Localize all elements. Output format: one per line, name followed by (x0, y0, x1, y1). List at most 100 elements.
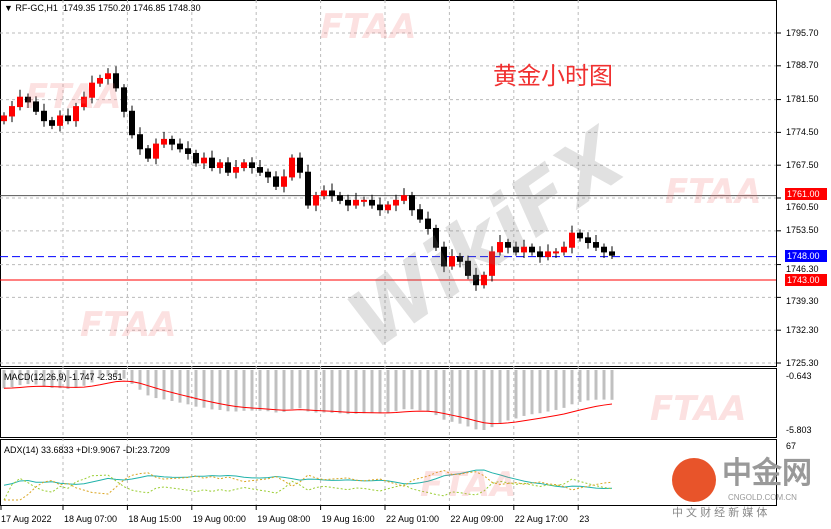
time-label: 22 Aug 01:00 (386, 514, 440, 524)
macd-bar (522, 370, 526, 416)
macd-bar (554, 370, 558, 410)
macd-bar (498, 370, 502, 424)
level-tag-1743: 1743.00 (785, 274, 827, 286)
candle-bear (41, 110, 47, 122)
candle-bull (9, 106, 15, 117)
macd-bar (138, 370, 142, 390)
candle-bear (513, 246, 519, 253)
macd-bar (106, 370, 110, 377)
macd-bar (346, 370, 350, 415)
candle-bull (153, 143, 159, 159)
candle-bull (313, 195, 319, 206)
candle-bull (17, 96, 23, 108)
candle-bull (201, 157, 207, 164)
candle-bull (361, 199, 367, 202)
macd-bar (290, 370, 294, 410)
candle-bull (73, 106, 79, 122)
candle-bull (1, 115, 7, 122)
macd-bar (218, 370, 222, 410)
adx-axis-top: 67 (786, 441, 797, 451)
macd-bar (466, 370, 470, 427)
candle-bear (193, 152, 199, 164)
macd-bar (250, 370, 254, 411)
macd-bar (34, 370, 38, 385)
macd-bar (386, 370, 390, 413)
candle-bear (425, 218, 431, 229)
macd-bar (130, 370, 134, 384)
macd-bar (282, 370, 286, 413)
candle-bear (585, 237, 591, 244)
time-label: 18 Aug 15:00 (128, 514, 182, 524)
macd-bar (18, 370, 22, 386)
candle-bull (385, 204, 391, 211)
time-label: 18 Aug 07:00 (64, 514, 118, 524)
candle-bear (65, 115, 71, 122)
macd-bar (122, 370, 126, 379)
macd-bar (50, 370, 54, 388)
plus-di-line (3, 474, 613, 501)
macd-bar (474, 370, 478, 430)
chart-annotation: 黄金小时图 (493, 62, 613, 90)
macd-bar (314, 370, 318, 413)
candle-bear (113, 73, 119, 89)
candle-bull (569, 232, 575, 248)
macd-bar (186, 370, 190, 405)
price-label: 1760.50 (786, 201, 819, 212)
candle-bear (169, 138, 175, 145)
candle-bear (177, 143, 183, 150)
candle-bear (137, 134, 143, 150)
macd-bar (74, 370, 78, 388)
candle-bull (521, 246, 527, 253)
price-label: 1732.30 (786, 324, 819, 335)
price-label: 1746.30 (786, 264, 819, 275)
macd-bar (298, 370, 302, 409)
candle-bull (393, 199, 399, 206)
macd-bar (170, 370, 174, 401)
macd-bar (394, 370, 398, 412)
candle-bear (417, 209, 423, 220)
macd-bar (162, 370, 166, 400)
macd-bar (194, 370, 198, 407)
macd-bar (266, 370, 270, 412)
candle-bull (81, 96, 87, 108)
macd-bar (586, 370, 590, 401)
candle-bear (433, 227, 439, 248)
price-label: 1739.30 (786, 295, 819, 306)
logo-tagline: 中 文 财 经 新 媒 体 (672, 507, 768, 519)
candle-bear (337, 195, 343, 201)
macd-bar (354, 370, 358, 414)
macd-signal-line (3, 380, 613, 425)
macd-bar (114, 370, 118, 376)
macd-bar (98, 370, 102, 380)
macd-bar (82, 370, 86, 386)
time-label: 22 Aug 09:00 (450, 514, 504, 524)
candle-bear (297, 157, 303, 173)
time-label: 22 Aug 17:00 (514, 514, 568, 524)
candle-bear (25, 96, 31, 103)
macd-bar (10, 370, 14, 388)
watermark-ftaa: FTAA (25, 77, 122, 117)
candle-bear (369, 199, 375, 206)
level-tag-1761: 1761.00 (785, 188, 827, 200)
symbol: RF-GC,H1 (15, 3, 58, 13)
macd-bar (434, 370, 438, 416)
macd-bar (330, 370, 334, 413)
time-label: 17 Aug 2022 (1, 514, 52, 524)
macd-bar (90, 370, 94, 383)
macd-bar (338, 370, 342, 414)
watermark-ftaa: FTAA (665, 172, 762, 212)
candle-bull (449, 256, 455, 267)
macd-bar (362, 370, 366, 414)
adx-panel (0, 439, 777, 506)
macd-bar (210, 370, 214, 410)
macd-bar (66, 370, 70, 389)
candle-bear (601, 246, 607, 253)
logo-sub: CNGOLD.COM.CN (728, 493, 797, 502)
price-label: 1767.50 (786, 159, 819, 170)
candle-bear (409, 195, 415, 211)
candle-bear (33, 101, 39, 112)
candle-bear (209, 157, 215, 169)
macd-bar (58, 370, 62, 389)
candle-bull (353, 199, 359, 206)
price-label: 1781.50 (786, 94, 819, 105)
